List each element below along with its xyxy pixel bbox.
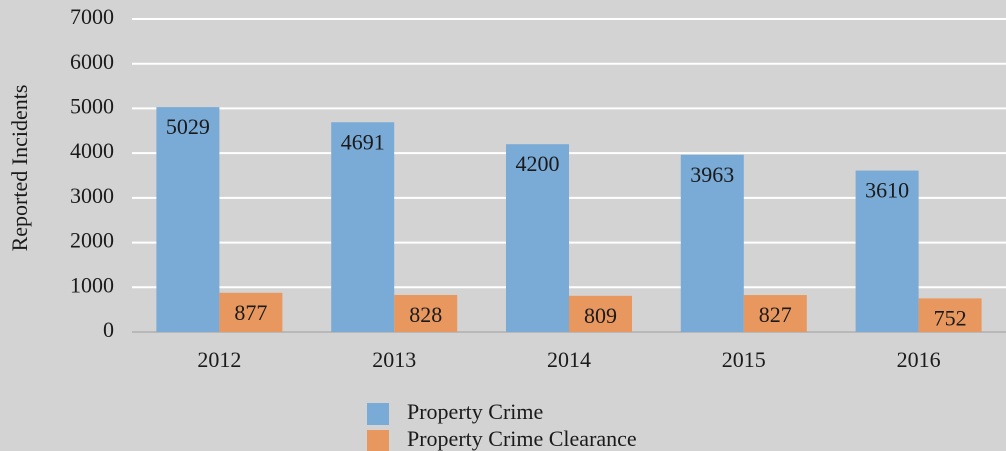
bar [219,292,283,332]
bar [918,298,982,332]
data-label: 3963 [690,162,734,187]
x-tick-label: 2016 [897,347,941,372]
data-label: 3610 [865,178,909,203]
data-label: 877 [234,300,267,325]
bar [394,294,458,332]
y-tick-label: 3000 [70,183,114,208]
bar [569,295,632,332]
bar [506,144,569,332]
bar [156,107,220,332]
y-axis-label: Reported Incidents [7,85,32,252]
legend-label: Property Crime Clearance [407,426,637,451]
legend-label: Property Crime [407,399,543,424]
y-tick-label: 2000 [70,228,114,253]
data-label: 752 [934,305,967,330]
y-tick-label: 5000 [70,93,114,118]
y-tick-label: 1000 [70,272,114,297]
y-tick-label: 0 [103,317,114,342]
x-tick-label: 2015 [722,347,766,372]
bar [743,295,807,332]
data-label: 5029 [166,114,210,139]
data-label: 827 [759,302,792,327]
y-tick-label: 6000 [70,49,114,74]
x-tick-label: 2013 [372,347,416,372]
data-label: 809 [584,303,617,328]
x-tick-label: 2012 [197,347,241,372]
bar [680,154,744,332]
y-tick-label: 4000 [70,138,114,163]
y-tick-label: 7000 [70,4,114,29]
data-label: 828 [409,302,442,327]
bar [331,122,395,332]
data-label: 4200 [516,151,560,176]
data-label: 4691 [341,129,385,154]
legend-swatch [367,403,389,425]
legend-swatch [367,430,389,451]
x-tick-label: 2014 [547,347,591,372]
bar [855,170,919,332]
